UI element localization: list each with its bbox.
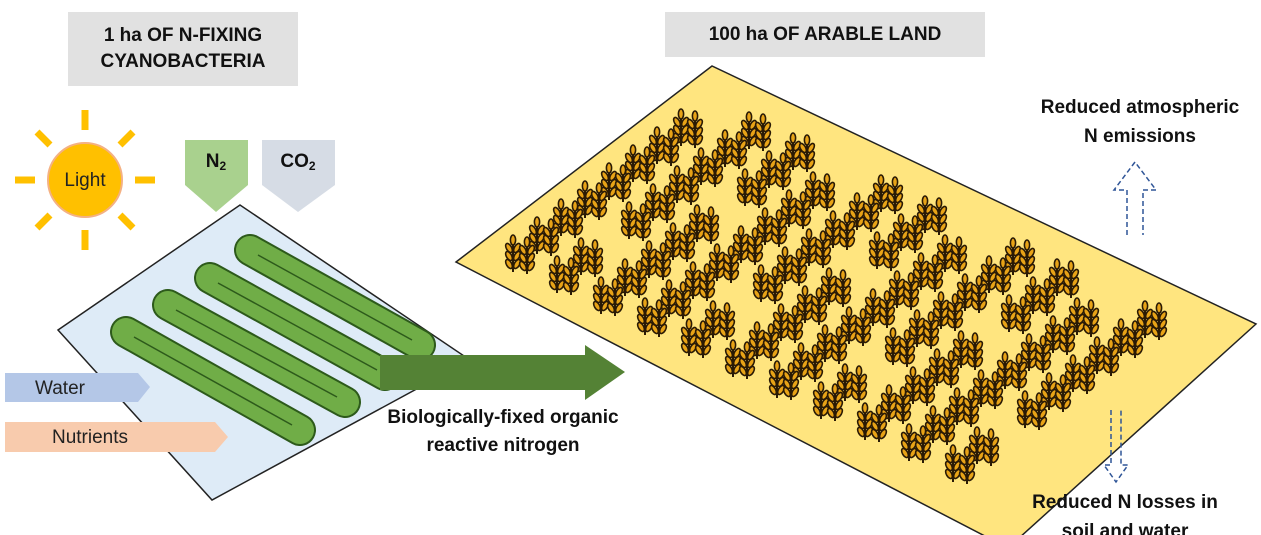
- flow-label: Biologically-fixed organic: [387, 407, 619, 428]
- light-label: Light: [64, 170, 106, 191]
- box-title: 100 ha OF ARABLE LAND: [709, 24, 942, 45]
- outcome-label: Reduced N losses in: [1032, 492, 1218, 513]
- flow-label: reactive nitrogen: [426, 435, 579, 456]
- box-title: 1 ha OF N-FIXING: [104, 25, 262, 46]
- outcome-label: N emissions: [1084, 126, 1196, 147]
- box-title: CYANOBACTERIA: [100, 51, 265, 72]
- water-label: Water: [35, 378, 86, 399]
- nutrients-label: Nutrients: [52, 427, 128, 448]
- header-box: [68, 12, 298, 86]
- page: 1 ha OF N-FIXING CYANOBACTERIA 100 ha OF…: [0, 0, 1261, 535]
- diagram: 1 ha OF N-FIXING CYANOBACTERIA 100 ha OF…: [0, 0, 1261, 535]
- outcome-label: soil and water: [1062, 521, 1189, 535]
- up-arrow: [1114, 162, 1156, 235]
- outcome-label: Reduced atmospheric: [1041, 97, 1240, 118]
